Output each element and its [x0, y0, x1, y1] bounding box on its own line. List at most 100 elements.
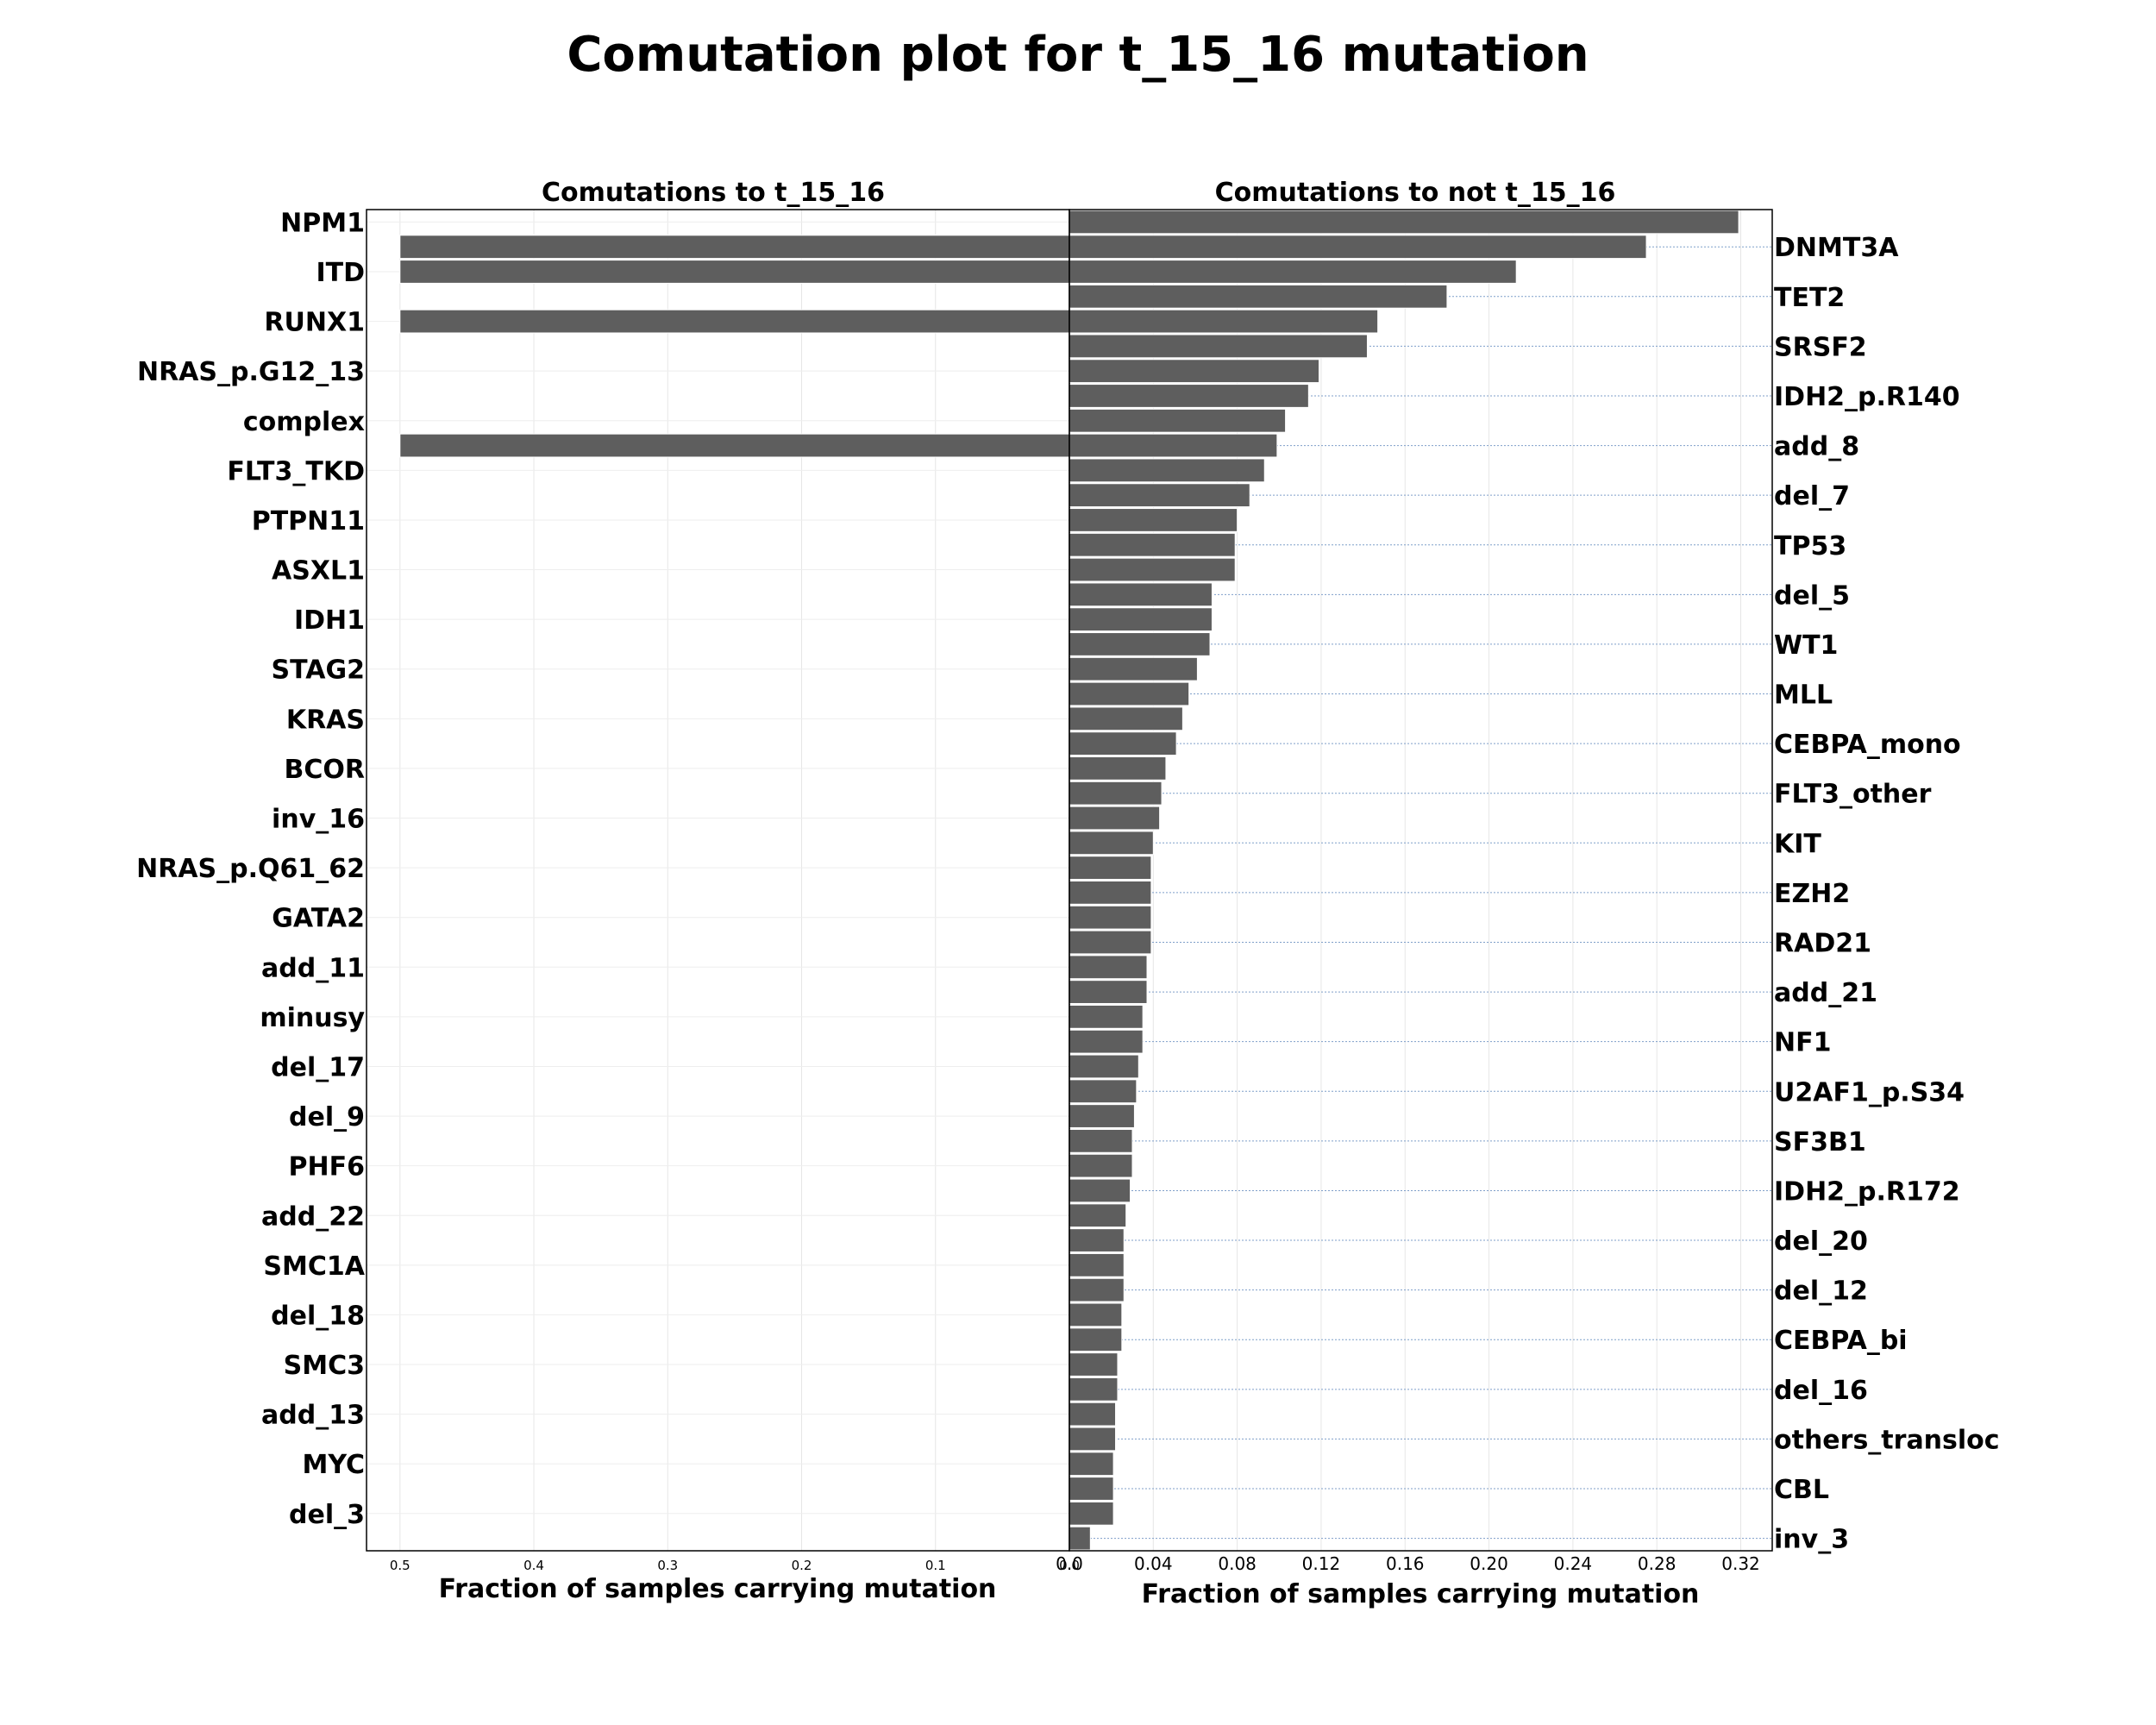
right-bar-del-20 — [1069, 1228, 1125, 1252]
left-category-label: del_18 — [271, 1301, 365, 1331]
left-panel-subtitle: Comutations to t_15_16 — [542, 178, 885, 208]
right-bar-asxl1 — [1069, 557, 1236, 582]
right-category-label: NF1 — [1774, 1028, 1831, 1058]
right-bar-del-9 — [1069, 1104, 1135, 1128]
right-bar-complex — [1069, 408, 1287, 433]
right-category-label: others_transloc — [1774, 1425, 2000, 1455]
right-category-label: CEBPA_mono — [1774, 730, 1961, 760]
right-bar-del-16 — [1069, 1377, 1119, 1402]
right-bars — [1069, 210, 1739, 1551]
right-bar-runx1 — [1069, 309, 1379, 334]
right-bar-del-3 — [1069, 1501, 1114, 1526]
right-plot-frame — [1069, 209, 1773, 1552]
left-x-tick-label: 0.4 — [523, 1558, 544, 1573]
left-category-label: KRAS — [286, 705, 365, 735]
right-category-label: CBL — [1774, 1475, 1829, 1505]
left-category-label: RUNX1 — [264, 308, 365, 338]
right-bar-flt3-tkd — [1069, 458, 1265, 483]
left-x-tick-label: 0.2 — [792, 1558, 812, 1573]
right-bar-stag2 — [1069, 656, 1198, 681]
right-bar-inv-3 — [1069, 1526, 1091, 1551]
right-bar-ezh2 — [1069, 881, 1152, 905]
right-bar-idh1 — [1069, 607, 1213, 632]
chart-title: Comutation plot for t_15_16 mutation — [567, 27, 1589, 83]
right-bar-mll — [1069, 681, 1190, 706]
right-category-label: inv_3 — [1774, 1525, 1849, 1555]
right-bar-inv-16 — [1069, 806, 1161, 831]
right-bar-gata2 — [1069, 905, 1152, 930]
right-category-label: IDH2_p.R140 — [1774, 382, 1960, 412]
right-panel-subtitle: Comutations to not t_15_16 — [1215, 178, 1616, 208]
right-bar-del-12 — [1069, 1277, 1125, 1302]
left-bar-dnmt3a — [399, 235, 1070, 260]
left-x-tick-label: 0.5 — [390, 1558, 411, 1573]
left-bar-itd — [399, 260, 1070, 284]
right-bar-add-21 — [1069, 980, 1148, 1004]
right-bar-flt3-other — [1069, 781, 1163, 806]
right-bar-del-7 — [1069, 483, 1250, 508]
right-category-label: SRSF2 — [1774, 332, 1867, 362]
left-category-label: NRAS_p.G12_13 — [137, 357, 365, 387]
right-bar-others-transloc — [1069, 1427, 1117, 1452]
right-x-axis-label: Fraction of samples carrying mutation — [1142, 1579, 1700, 1609]
right-category-label: del_5 — [1774, 580, 1850, 611]
left-category-label: PHF6 — [289, 1152, 365, 1182]
right-bar-nf1 — [1069, 1029, 1144, 1054]
right-bar-srsf2 — [1069, 334, 1368, 359]
right-bar-sf3b1 — [1069, 1128, 1133, 1153]
left-x-tick-label: 0.3 — [657, 1558, 678, 1573]
right-bar-ptpn11 — [1069, 508, 1238, 532]
right-bar-dnmt3a — [1069, 235, 1647, 260]
right-category-label: CEBPA_bi — [1774, 1326, 1908, 1356]
right-bar-smc1a — [1069, 1252, 1125, 1277]
right-bar-itd — [1069, 260, 1517, 284]
left-category-label: add_22 — [261, 1201, 365, 1232]
right-category-label: del_20 — [1774, 1226, 1868, 1257]
right-bar-add-8 — [1069, 433, 1278, 458]
left-panel: 0.5 0.4 0.3 0.2 0.1 0.0 NPM1 ITD RUNX1 NRAS_p.G1… — [136, 178, 1080, 1604]
right-bar-del-17 — [1069, 1054, 1139, 1079]
left-category-label: FLT3_TKD — [227, 456, 365, 486]
right-category-label: DNMT3A — [1774, 233, 1899, 263]
left-category-label: add_11 — [261, 953, 365, 983]
left-category-label: inv_16 — [272, 805, 365, 835]
right-bar-del-18 — [1069, 1302, 1123, 1327]
left-x-tick-label: 0.0 — [1059, 1558, 1080, 1573]
right-category-label: TET2 — [1774, 283, 1845, 313]
right-bar-tp53 — [1069, 532, 1236, 557]
left-category-label: NRAS_p.Q61_62 — [136, 854, 365, 884]
left-bar-add-8 — [399, 433, 1070, 458]
right-x-tick-label: 0.12 — [1302, 1553, 1341, 1574]
right-category-labels: DNMT3A TET2 SRSF2 IDH2_p.R140 add_8 del_7 TP53… — [1774, 233, 2000, 1554]
right-bar-myc — [1069, 1452, 1114, 1477]
right-category-label: KIT — [1774, 829, 1821, 859]
right-bar-minusy — [1069, 1004, 1144, 1029]
right-x-tick-label: 0.16 — [1386, 1553, 1425, 1574]
right-bar-idh2-p-r140 — [1069, 384, 1309, 408]
left-category-label: STAG2 — [272, 656, 365, 686]
right-bar-smc3 — [1069, 1352, 1119, 1377]
right-bar-nras-p-g12-13 — [1069, 359, 1320, 384]
left-category-label: del_3 — [289, 1500, 365, 1530]
right-bar-npm1 — [1069, 210, 1739, 235]
right-bar-wt1 — [1069, 632, 1211, 656]
right-x-tick-label: 0.24 — [1554, 1553, 1593, 1574]
right-bar-cbl — [1069, 1477, 1114, 1501]
right-x-tick-label: 0.32 — [1721, 1553, 1760, 1574]
right-category-label: RAD21 — [1774, 928, 1871, 958]
left-category-label: NPM1 — [280, 208, 365, 238]
right-category-label: EZH2 — [1774, 879, 1850, 909]
right-category-label: del_12 — [1774, 1276, 1868, 1307]
right-bar-add-11 — [1069, 955, 1148, 980]
right-bar-idh2-p-r172 — [1069, 1178, 1131, 1203]
right-x-tick-label: 0.0 — [1056, 1553, 1083, 1574]
right-category-label: MLL — [1774, 681, 1833, 711]
left-bars — [399, 235, 1070, 458]
left-category-label: add_13 — [261, 1401, 365, 1431]
right-bar-nras-p-q61-62 — [1069, 856, 1152, 880]
right-category-label: U2AF1_p.S34 — [1774, 1077, 1965, 1107]
right-category-label: SF3B1 — [1774, 1127, 1866, 1157]
left-x-axis-label: Fraction of samples carrying mutation — [439, 1574, 997, 1604]
